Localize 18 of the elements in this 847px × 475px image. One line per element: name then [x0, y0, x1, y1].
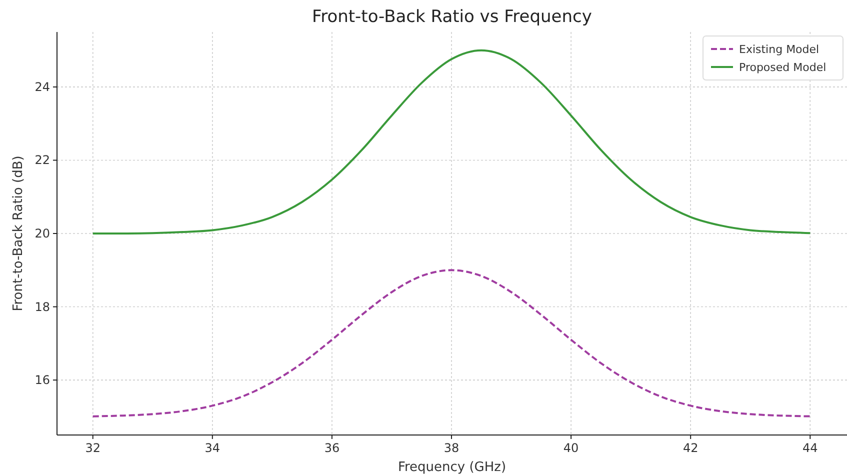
legend-label: Proposed Model: [739, 61, 826, 74]
x-tick-label: 42: [682, 441, 698, 455]
y-tick-label: 20: [34, 226, 50, 240]
legend-label: Existing Model: [739, 43, 820, 56]
x-tick-label: 44: [802, 441, 818, 455]
y-tick-label: 16: [34, 373, 50, 388]
x-tick-label: 32: [85, 441, 101, 455]
y-tick-label: 18: [34, 300, 50, 314]
chart-title: Front-to-Back Ratio vs Frequency: [312, 7, 592, 27]
x-tick-label: 34: [204, 441, 220, 455]
y-axis-title: Front-to-Back Ratio (dB): [11, 156, 26, 312]
line-series: [92, 269, 812, 418]
x-tick-label: 40: [563, 441, 579, 455]
y-tick-label: 24: [34, 80, 50, 94]
x-tick-label: 38: [444, 441, 460, 455]
y-tick-label: 22: [34, 153, 50, 168]
x-axis-title: Frequency (GHz): [398, 460, 506, 475]
x-tick-label: 36: [324, 441, 340, 455]
